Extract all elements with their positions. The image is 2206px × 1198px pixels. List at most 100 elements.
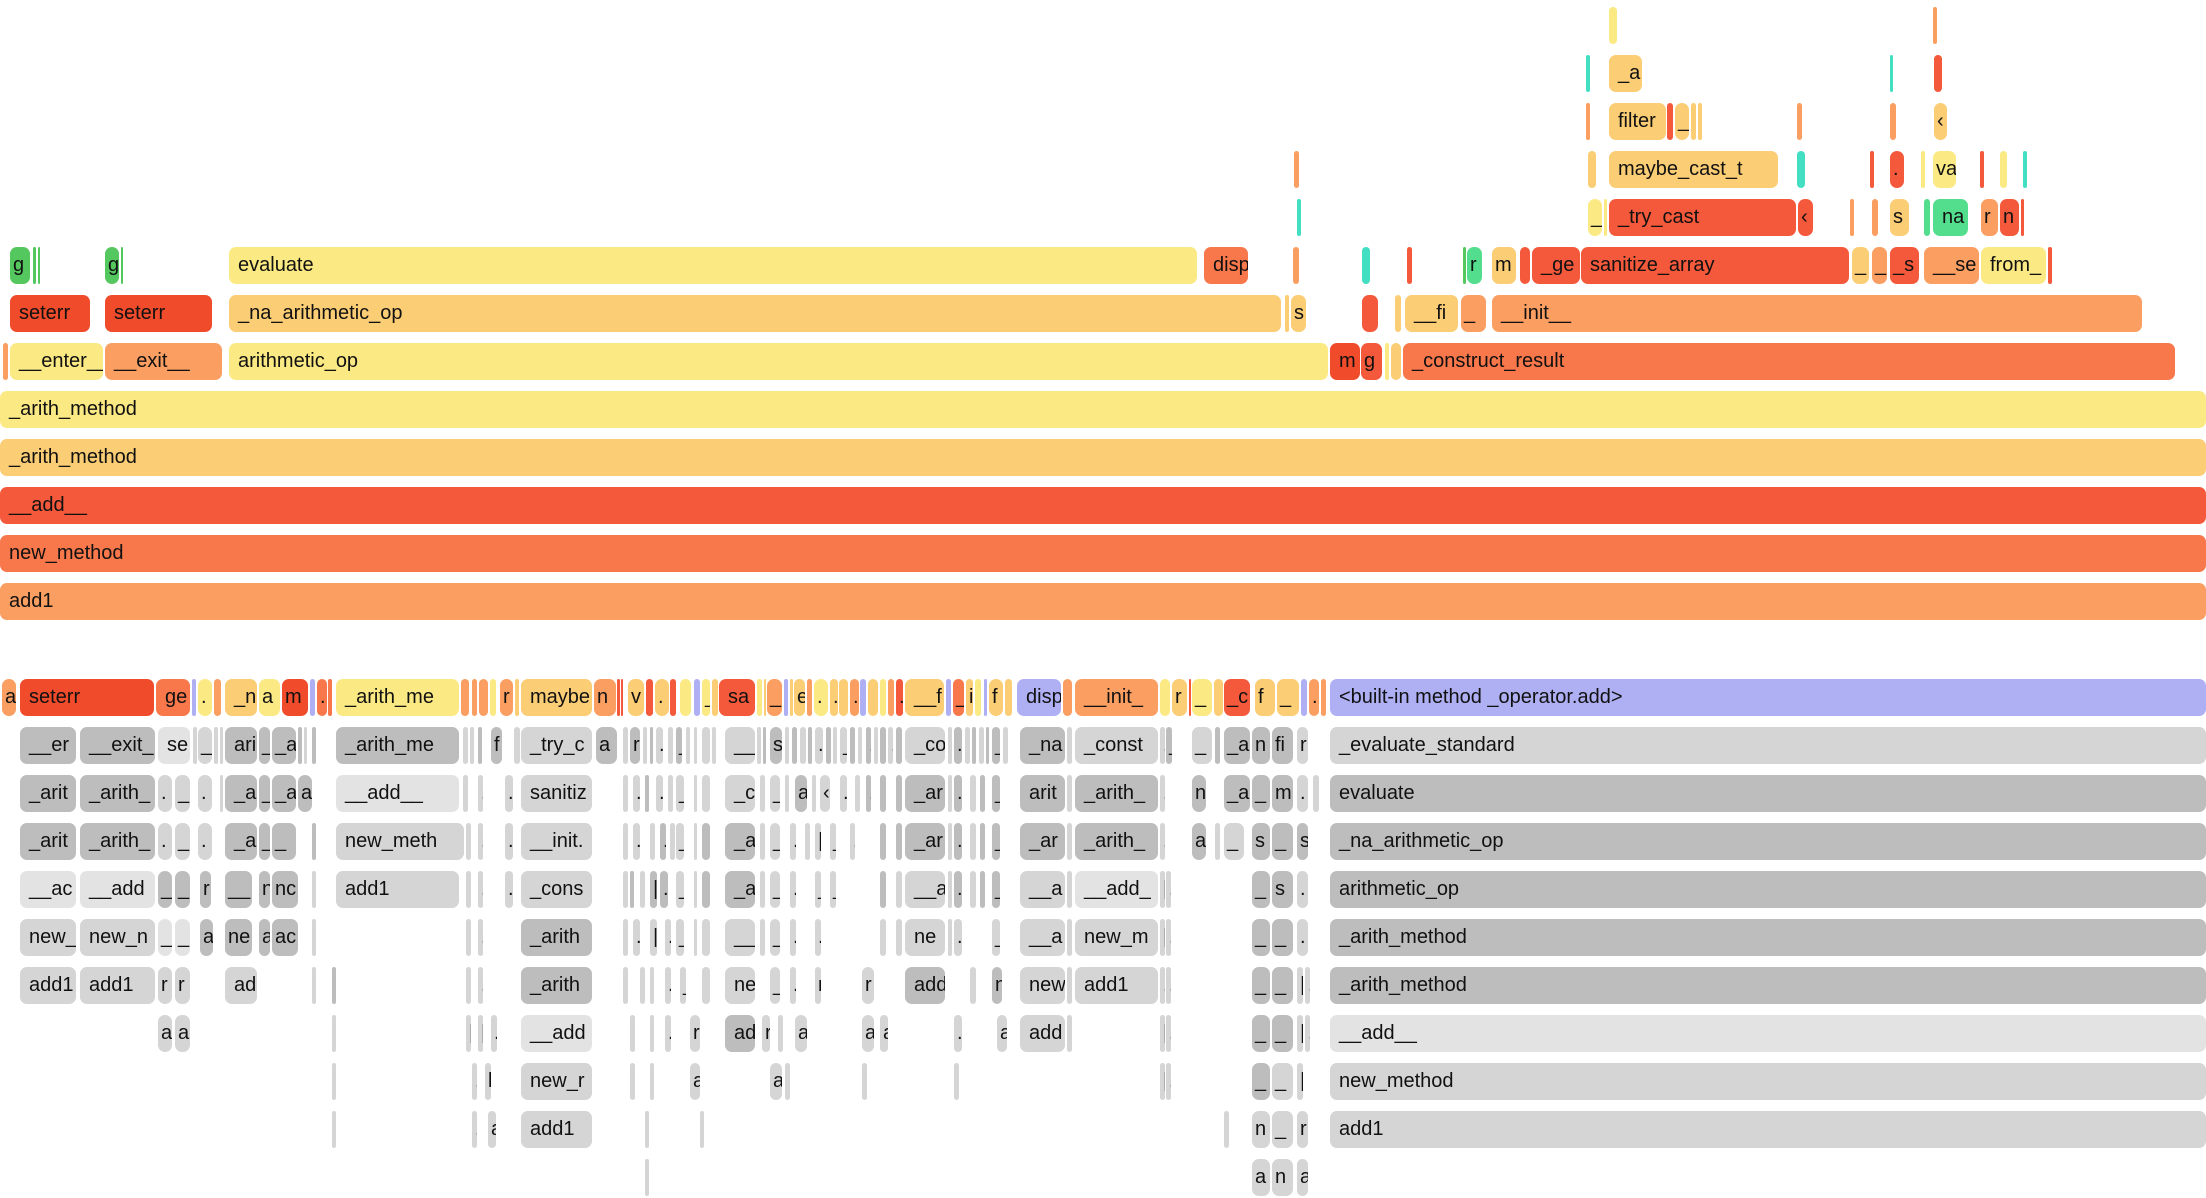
frame-_construct_result[interactable]: _construct_result [1403,343,2175,380]
frame-.[interactable]: . [198,679,212,716]
frame-.[interactable]: . [896,679,903,716]
frame-sliver[interactable] [461,679,469,716]
frame-__add_[interactable]: __add_ [1075,871,1158,908]
frame-sliver[interactable] [702,727,710,764]
frame-sliver[interactable] [312,823,316,860]
frame-__add__[interactable]: __add__ [1330,1015,2206,1052]
frame-a[interactable]: a [862,1015,874,1052]
frame-new_method[interactable]: new_method [1330,1063,2206,1100]
frame-new[interactable]: new [1020,967,1065,1004]
frame-[interactable]: | [1160,1063,1165,1100]
frame-ge[interactable]: ge [156,679,190,716]
frame-sliver[interactable] [332,967,336,1004]
frame-g[interactable]: g [105,247,119,284]
frame-.[interactable]: . [656,727,663,764]
frame-.[interactable]: . [815,727,823,764]
frame-_arit[interactable]: _arit [20,823,76,860]
frame-_a[interactable]: _a [272,775,296,812]
frame-_arith_[interactable]: _arith_ [80,823,155,860]
frame-_[interactable]: _ [992,727,1000,764]
frame-sliver[interactable] [1691,103,1696,140]
frame-_[interactable]: _ [815,871,821,908]
frame-.[interactable]: . [790,823,796,860]
frame-sliver[interactable] [645,775,649,812]
frame-_arith[interactable]: _arith [521,967,592,1004]
frame-new_method[interactable]: new_method [0,535,2206,572]
frame-sliver[interactable] [1980,151,1984,188]
frame-.[interactable]: . [472,1063,477,1100]
frame-<builtinmethod_operator.add>[interactable]: <built-in method _operator.add> [1330,679,2206,716]
frame-sliver[interactable] [790,679,793,716]
frame-_[interactable]: _ [1461,295,1486,332]
frame-seterr[interactable]: seterr [105,295,212,332]
frame-sliver[interactable] [979,727,984,764]
frame-sliver[interactable] [980,823,985,860]
frame-sliver[interactable] [888,679,894,716]
frame-sliver[interactable] [514,727,520,764]
frame-sliver[interactable] [630,1063,635,1100]
frame-sliver[interactable] [640,871,645,908]
frame-.[interactable]: . [478,775,483,812]
frame-.[interactable]: . [633,775,640,812]
frame-.[interactable]: . [840,775,847,812]
frame-[interactable]: | [650,871,657,908]
frame-sliver[interactable] [668,727,673,764]
frame-.[interactable]: . [478,871,483,908]
frame-va[interactable]: va [1933,151,1956,188]
frame-sliver[interactable] [702,871,710,908]
frame-sliver[interactable] [193,727,197,764]
frame-ne[interactable]: ne [225,919,252,956]
frame-.[interactable]: . [1166,1015,1171,1052]
frame-sliver[interactable] [1890,103,1896,140]
frame-_s[interactable]: _s [1890,247,1919,284]
frame-sliver[interactable] [763,727,766,764]
frame-disp[interactable]: disp [1017,679,1061,716]
frame-sliver[interactable] [1362,247,1370,284]
frame-sliver[interactable] [764,679,766,716]
frame-ari[interactable]: ari [225,727,257,764]
frame-sliver[interactable] [970,823,976,860]
frame-sliver[interactable] [784,679,788,716]
frame-.[interactable]: . [1305,967,1310,1004]
frame-sliver[interactable] [808,727,812,764]
frame-sliver[interactable] [1215,823,1220,860]
frame-sliver[interactable] [650,727,653,764]
frame-sliver[interactable] [948,871,952,908]
frame-__f[interactable]: __f [905,679,944,716]
frame-__add__[interactable]: __add__ [0,487,2206,524]
frame-sliver[interactable] [1921,151,1925,188]
frame-a[interactable]: a [795,775,807,812]
frame-sliver[interactable] [220,727,223,764]
frame-.[interactable]: . [1297,775,1308,812]
frame-sliver[interactable] [694,679,700,716]
frame-sliver[interactable] [463,727,468,764]
frame-_try_c[interactable]: _try_c [521,727,592,764]
frame-sanitiz[interactable]: sanitiz [521,775,592,812]
frame-sliver[interactable] [880,871,886,908]
frame-.[interactable]: . [158,823,172,860]
frame-a[interactable]: a [488,1111,496,1148]
frame-.[interactable]: . [790,871,796,908]
frame-add1[interactable]: add1 [20,967,76,1004]
frame-sliver[interactable] [2048,247,2052,284]
frame-.[interactable]: . [866,775,871,812]
frame-g[interactable]: g [1361,343,1382,380]
frame-__add__[interactable]: __add__ [336,775,459,812]
frame-sliver[interactable] [1934,55,1942,92]
frame-sliver[interactable] [1395,295,1401,332]
frame-.[interactable]: . [478,823,483,860]
frame-[interactable]: | [650,919,657,956]
frame-new_n[interactable]: new_n [80,919,155,956]
frame-_[interactable]: _ [1675,103,1689,140]
frame-sliver[interactable] [896,727,902,764]
frame-sliver[interactable] [760,823,765,860]
frame-_n[interactable]: _n [225,679,257,716]
frame-sliver[interactable] [1609,7,1617,44]
frame-sliver[interactable] [646,679,653,716]
frame-_[interactable]: _ [770,823,780,860]
frame-sliver[interactable] [880,775,886,812]
frame-v[interactable]: v [628,679,644,716]
frame-_arith_method[interactable]: _arith_method [1330,967,2206,1004]
frame-sliver[interactable] [948,919,952,956]
frame-r[interactable]: r [762,1015,770,1052]
